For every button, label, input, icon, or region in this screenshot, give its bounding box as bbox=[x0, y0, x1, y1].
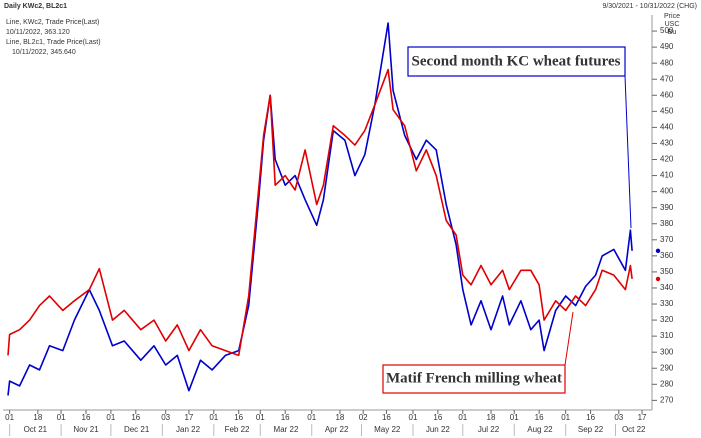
x-tick-label: 01 bbox=[561, 413, 570, 422]
y-tick-label: 380 bbox=[660, 219, 674, 228]
month-label: Oct 21 bbox=[24, 425, 48, 434]
y-tick-label: 390 bbox=[660, 203, 674, 212]
x-tick-label: 17 bbox=[184, 413, 193, 422]
y-tick-label: 430 bbox=[660, 139, 674, 148]
y-tick-label: 360 bbox=[660, 251, 674, 260]
month-label: Mar 22 bbox=[274, 425, 299, 434]
y-tick-label: 310 bbox=[660, 331, 674, 340]
x-tick-label: 03 bbox=[161, 413, 170, 422]
x-tick-label: 01 bbox=[5, 413, 14, 422]
legend-label: Line, BL2c1, Trade Price(Last) bbox=[6, 39, 101, 46]
y-tick-label: 470 bbox=[660, 74, 674, 83]
y-tick-label: 400 bbox=[660, 187, 674, 196]
x-tick-label: 01 bbox=[307, 413, 316, 422]
legend-value: 10/11/2022, 363.120 bbox=[6, 29, 70, 36]
month-label: Jan 22 bbox=[176, 425, 201, 434]
x-tick-label: 16 bbox=[281, 413, 290, 422]
y-tick-label: 330 bbox=[660, 299, 674, 308]
y-tick-label: 500 bbox=[660, 26, 674, 35]
month-label: Aug 22 bbox=[527, 425, 553, 434]
x-tick-label: 16 bbox=[433, 413, 442, 422]
y-tick-label: 270 bbox=[660, 395, 674, 404]
y-tick-label: 280 bbox=[660, 379, 674, 388]
x-tick-label: 16 bbox=[382, 413, 391, 422]
legend-label: Line, KWc2, Trade Price(Last) bbox=[6, 19, 99, 26]
x-tick-label: 18 bbox=[33, 413, 42, 422]
x-tick-label: 01 bbox=[458, 413, 467, 422]
month-label: May 22 bbox=[374, 425, 401, 434]
y-tick-label: 490 bbox=[660, 42, 674, 51]
y-tick-label: 460 bbox=[660, 90, 674, 99]
y-tick-label: 300 bbox=[660, 347, 674, 356]
x-tick-label: 02 bbox=[359, 413, 368, 422]
date-range: 9/30/2021 - 10/31/2022 (CHG) bbox=[602, 3, 697, 10]
y-tick-label: 350 bbox=[660, 267, 674, 276]
x-tick-label: 01 bbox=[57, 413, 66, 422]
legend-value: 10/11/2022, 345.640 bbox=[12, 49, 76, 56]
annotation: Second month KC wheat futures bbox=[412, 53, 621, 69]
annotation-box bbox=[407, 46, 626, 77]
annotation: Matif French milling wheat bbox=[386, 370, 562, 386]
month-label: Feb 22 bbox=[225, 425, 250, 434]
y-tick-label: 290 bbox=[660, 363, 674, 372]
series-line bbox=[7, 68, 633, 357]
month-label: Jul 22 bbox=[478, 425, 500, 434]
y-tick-label: 420 bbox=[660, 155, 674, 164]
y-tick-label: 320 bbox=[660, 315, 674, 324]
y-tick-label: 340 bbox=[660, 283, 674, 292]
month-label: Sep 22 bbox=[578, 425, 604, 434]
month-label: Oct 22 bbox=[622, 425, 646, 434]
x-tick-label: 01 bbox=[409, 413, 418, 422]
month-label: Nov 21 bbox=[73, 425, 99, 434]
x-tick-label: 01 bbox=[256, 413, 265, 422]
annotation-box bbox=[382, 364, 566, 394]
x-tick-label: 16 bbox=[586, 413, 595, 422]
last-value-marker bbox=[655, 276, 661, 282]
x-tick-label: 01 bbox=[510, 413, 519, 422]
x-tick-label: 18 bbox=[487, 413, 496, 422]
y-tick-label: 440 bbox=[660, 123, 674, 132]
y-tick-label: 480 bbox=[660, 58, 674, 67]
month-label: Jun 22 bbox=[426, 425, 451, 434]
annotation-arrow bbox=[564, 311, 574, 366]
last-value-marker bbox=[655, 248, 661, 254]
x-tick-label: 18 bbox=[335, 413, 344, 422]
y-axis-label: Price bbox=[664, 13, 680, 20]
x-tick-label: 03 bbox=[614, 413, 623, 422]
annotation-arrow bbox=[624, 75, 632, 229]
y-tick-label: 370 bbox=[660, 235, 674, 244]
x-tick-label: 16 bbox=[535, 413, 544, 422]
y-tick-label: 410 bbox=[660, 171, 674, 180]
x-tick-label: 16 bbox=[131, 413, 140, 422]
x-tick-label: 01 bbox=[209, 413, 218, 422]
x-tick-label: 16 bbox=[234, 413, 243, 422]
x-tick-label: 16 bbox=[82, 413, 91, 422]
chart-title: Daily KWc2, BL2c1 bbox=[4, 3, 67, 10]
month-label: Apr 22 bbox=[325, 425, 349, 434]
month-label: Dec 21 bbox=[124, 425, 150, 434]
x-tick-label: 01 bbox=[106, 413, 115, 422]
series-line bbox=[7, 22, 633, 396]
y-tick-label: 450 bbox=[660, 106, 674, 115]
y-axis-label: Bu bbox=[668, 29, 677, 36]
y-axis-label: USC bbox=[665, 21, 680, 28]
x-tick-label: 17 bbox=[638, 413, 647, 422]
